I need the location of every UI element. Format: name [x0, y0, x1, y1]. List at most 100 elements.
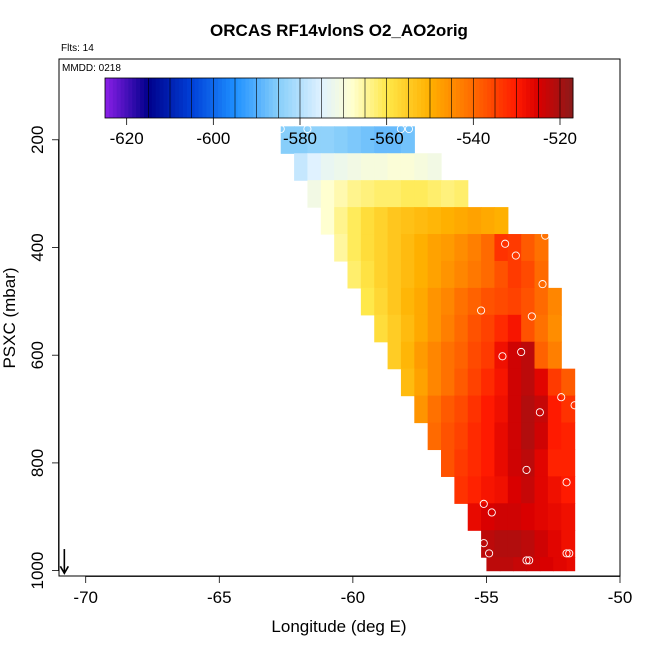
heat-cell: [427, 207, 442, 235]
down-arrow-icon: [59, 549, 70, 575]
heat-cell: [553, 557, 568, 572]
colorbar-strip: [147, 78, 153, 118]
colorbar-strip: [214, 78, 219, 118]
heat-cell: [481, 234, 496, 262]
colorbar-strip: [374, 78, 379, 118]
heat-cell: [481, 207, 496, 235]
colorbar-strip: [288, 78, 293, 118]
colorbar-strip: [350, 78, 356, 118]
colorbar-strip: [381, 78, 387, 118]
heat-cell: [347, 234, 362, 262]
heat-cell: [307, 153, 322, 181]
colorbar-tick-label: -600: [196, 129, 230, 148]
heat-cell: [414, 341, 429, 370]
heat-cell: [454, 422, 469, 451]
colorbar-strip: [530, 78, 535, 118]
heat-cell: [441, 234, 455, 262]
colorbar-strip: [569, 78, 574, 118]
heat-cell: [534, 476, 549, 504]
colorbar-strip: [420, 78, 426, 118]
marker-point: [501, 239, 510, 248]
colorbar-strip: [498, 78, 504, 118]
heat-cell: [481, 476, 496, 504]
heat-cell: [494, 260, 509, 289]
colorbar-strip: [241, 78, 246, 118]
colorbar-strip: [144, 78, 149, 118]
heat-cell: [454, 449, 469, 477]
marker-point: [276, 124, 285, 134]
heat-cell: [441, 395, 455, 424]
heat-cell: [414, 314, 429, 343]
heat-cell: [427, 287, 442, 316]
heat-cell: [374, 287, 389, 316]
colorbar-strip: [190, 78, 196, 118]
colorbar-strip: [467, 78, 473, 118]
heat-cell: [454, 260, 469, 289]
colorbar-strip: [315, 78, 320, 118]
heat-cell: [486, 557, 501, 572]
heat-cell: [454, 207, 469, 235]
marker-point: [303, 124, 312, 134]
x-axis: -70 -65 -60 -55 -50: [73, 576, 632, 607]
colorbar-tick-label: -520: [543, 129, 577, 148]
heat-cell: [427, 368, 442, 397]
heat-cell: [534, 422, 549, 451]
colorbar-strip: [296, 78, 301, 118]
colorbar-strip: [342, 78, 348, 118]
colorbar-strip: [463, 78, 469, 118]
heat-cell: [467, 260, 482, 289]
heat-cell: [467, 395, 482, 424]
marker-point: [522, 556, 531, 565]
heat-cell: [334, 180, 349, 208]
heat-cell: [521, 287, 536, 316]
heat-cell: [414, 153, 429, 181]
heat-cell: [534, 234, 549, 262]
marker-point: [479, 539, 488, 548]
heat-cell: [494, 314, 509, 343]
colorbar: [104, 77, 574, 119]
colorbar-strip: [167, 78, 172, 118]
colorbar-strip: [346, 78, 352, 118]
date-note: MMDD: 0218: [62, 63, 121, 74]
colorbar-strip: [108, 78, 114, 118]
heat-cell: [521, 422, 536, 451]
heat-cell: [454, 314, 469, 343]
heat-cell: [521, 314, 536, 343]
heat-cell: [427, 153, 442, 181]
heat-cell: [387, 314, 402, 343]
marker-point: [396, 124, 405, 134]
colorbar-strip: [424, 78, 430, 118]
heat-cell: [481, 449, 496, 477]
heat-cell: [427, 234, 442, 262]
heat-cell: [467, 503, 482, 531]
colorbar-strip: [526, 78, 531, 118]
heat-cell: [294, 153, 309, 181]
colorbar-strip: [331, 78, 336, 118]
arrow-head: [59, 565, 70, 575]
colorbar-strip: [210, 78, 215, 118]
colorbar-strip: [249, 78, 254, 118]
heat-cell: [481, 422, 496, 451]
heat-cell: [387, 207, 402, 235]
heat-cell: [534, 503, 549, 531]
heat-cell: [547, 287, 562, 316]
heat-cell: [400, 180, 415, 208]
heat-cell: [320, 153, 335, 181]
heat-cell: [360, 287, 375, 316]
heat-cell: [507, 341, 522, 370]
heat-cell: [494, 395, 509, 424]
colorbar-strip: [105, 78, 110, 118]
heat-cell: [307, 126, 322, 154]
marker-point: [562, 478, 571, 487]
heat-cell: [534, 314, 549, 343]
colorbar-strip: [237, 78, 242, 118]
heat-cell: [467, 207, 482, 235]
colorbar-strip: [565, 78, 570, 118]
heat-cell: [374, 207, 389, 235]
colorbar-tick-label: -560: [370, 129, 404, 148]
colorbar-strip: [128, 78, 133, 118]
heat-cell: [561, 449, 576, 477]
heat-cell: [507, 368, 522, 397]
heat-cell: [561, 476, 576, 504]
heat-cell: [547, 314, 562, 343]
